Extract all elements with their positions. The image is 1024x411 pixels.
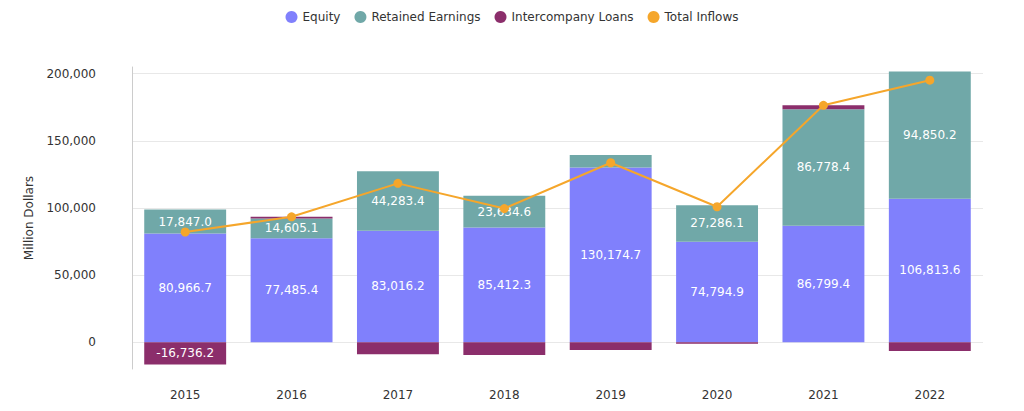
svg-text:94,850.2: 94,850.2	[903, 128, 956, 142]
svg-text:Equity: Equity	[302, 10, 340, 24]
svg-text:2019: 2019	[595, 388, 626, 402]
svg-text:-16,736.2: -16,736.2	[156, 346, 214, 360]
svg-text:Retained Earnings: Retained Earnings	[371, 10, 480, 24]
svg-text:Intercompany Loans: Intercompany Loans	[512, 10, 634, 24]
svg-text:86,778.4: 86,778.4	[797, 160, 850, 174]
svg-text:0: 0	[88, 335, 96, 349]
svg-text:2020: 2020	[702, 388, 733, 402]
svg-text:Total Inflows: Total Inflows	[664, 10, 739, 24]
svg-text:80,966.7: 80,966.7	[158, 281, 211, 295]
svg-text:83,016.2: 83,016.2	[371, 279, 424, 293]
svg-text:27,286.1: 27,286.1	[690, 216, 743, 230]
svg-text:23,634.6: 23,634.6	[478, 205, 531, 219]
svg-text:77,485.4: 77,485.4	[265, 283, 318, 297]
svg-text:2021: 2021	[808, 388, 839, 402]
svg-text:100,000: 100,000	[46, 201, 96, 215]
svg-text:130,174.7: 130,174.7	[580, 248, 641, 262]
svg-text:85,412.3: 85,412.3	[478, 278, 531, 292]
svg-text:86,799.4: 86,799.4	[797, 277, 850, 291]
svg-text:150,000: 150,000	[46, 134, 96, 148]
svg-text:Million Dollars: Million Dollars	[22, 176, 36, 260]
svg-text:106,813.6: 106,813.6	[899, 263, 960, 277]
svg-text:2017: 2017	[383, 388, 414, 402]
svg-text:2016: 2016	[276, 388, 307, 402]
svg-text:17,847.0: 17,847.0	[158, 215, 211, 229]
svg-text:44,283.4: 44,283.4	[371, 194, 424, 208]
svg-text:200,000: 200,000	[46, 67, 96, 81]
svg-text:2022: 2022	[915, 388, 946, 402]
svg-text:2015: 2015	[170, 388, 201, 402]
svg-text:74,794.9: 74,794.9	[690, 285, 743, 299]
svg-text:2018: 2018	[489, 388, 520, 402]
svg-text:14,605.1: 14,605.1	[265, 221, 318, 235]
svg-text:50,000: 50,000	[54, 268, 96, 282]
